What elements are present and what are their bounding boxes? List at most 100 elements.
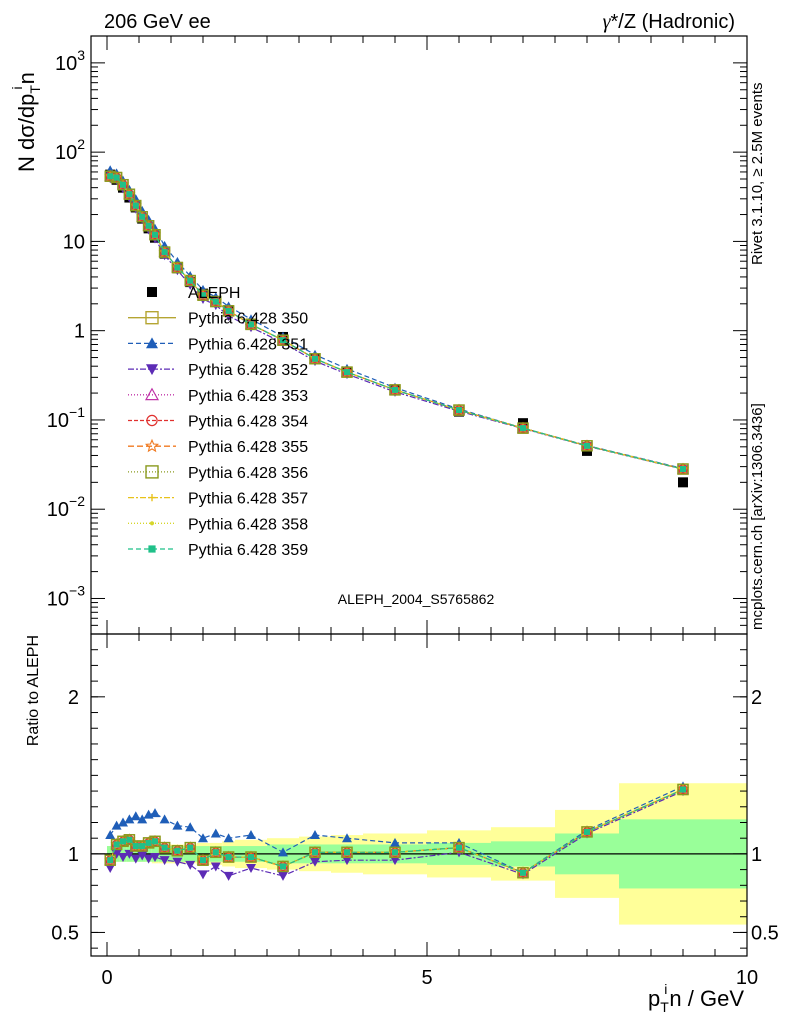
legend-marker (145, 311, 159, 325)
top-y-tick-label: 102 (55, 136, 85, 164)
legend-label: Pythia 6.428 357 (188, 491, 308, 508)
mc-ratio-point (312, 849, 318, 856)
mc-ratio-point (210, 862, 221, 872)
mc-ratio-point (105, 830, 116, 840)
mc-main-point (113, 174, 120, 181)
mc-ratio-point (132, 843, 139, 850)
xlabel-sub: T (660, 999, 669, 1015)
legend-entry: Pythia 6.428 357 (128, 491, 308, 508)
mc-ratio-point (150, 808, 160, 818)
mc-ratio-point (344, 849, 350, 856)
mc-main-point (389, 384, 401, 396)
top-y-tick-label: 103 (55, 47, 85, 75)
mc-main-point (309, 353, 321, 365)
mc-main-point (123, 188, 136, 200)
mc-ratio-point (342, 856, 352, 866)
mc-series-ratio (107, 786, 686, 876)
mc-ratio-point (246, 864, 256, 874)
mc-main-point (392, 386, 398, 393)
bottom-y-tick-label-left: 0.5 (51, 922, 79, 944)
mc-ratio-point (390, 837, 400, 847)
legend-marker (146, 414, 158, 427)
mc-main-point (130, 199, 142, 212)
mc-ratio-point (390, 856, 400, 866)
mc-main-point (174, 264, 181, 271)
mc-ratio-point (126, 836, 133, 843)
top-ylabel-base: N dσ/dp (14, 94, 39, 172)
legend-entry: Pythia 6.428 350 (128, 311, 308, 328)
mc-main-point (520, 425, 526, 432)
mc-ratio-point (124, 814, 135, 824)
mcplots-text: mcplots.cern.ch [arXiv:1306.3436] (749, 403, 766, 630)
mc-main-point (210, 295, 222, 308)
mc-ratio-point (185, 860, 196, 870)
mc-ratio-point (159, 814, 170, 824)
legend-entry: Pythia 6.428 358 (128, 516, 308, 533)
legend-marker (148, 494, 156, 502)
mc-main-point (145, 222, 152, 229)
mc-main-point (139, 213, 146, 220)
header-right-greek: γ (603, 11, 612, 33)
mc-main-point (197, 289, 209, 301)
aleph-data-point (678, 477, 688, 488)
legend-label: Pythia 6.428 351 (188, 336, 308, 353)
mc-main-point (200, 292, 206, 299)
ratio-panel-frame (90, 633, 748, 957)
legend-marker (146, 364, 158, 376)
bottom-y-tick-label-right: 0.5 (751, 922, 779, 944)
main-panel (104, 165, 690, 488)
mc-ratio-point (223, 871, 234, 881)
mc-ratio-point (139, 843, 146, 850)
mc-main-point (677, 463, 689, 475)
mc-ratio-point (161, 844, 168, 851)
mc-ratio-point (310, 830, 320, 840)
x-tick-label: 0 (101, 967, 112, 989)
mc-ratio-point (225, 854, 232, 861)
mc-ratio-point (130, 811, 141, 821)
mc-ratio-point (197, 854, 209, 866)
top-y-axis-label: N dσ/dpTin (9, 72, 43, 172)
header-right: γ*/Z (Hadronic) (603, 11, 735, 33)
mc-ratio-point (158, 841, 171, 854)
legend-label: Pythia 6.428 353 (188, 388, 308, 405)
mc-ratio-point (278, 847, 288, 857)
mc-ratio-point (185, 822, 196, 832)
legend-entry: Pythia 6.428 351 (128, 336, 308, 353)
legend-marker (144, 387, 160, 401)
legend-entry: Pythia 6.428 359 (128, 542, 308, 559)
mc-main-point (245, 318, 257, 331)
mc-ratio-point (104, 854, 116, 866)
mc-ratio-point (310, 857, 320, 867)
mc-ratio-point (278, 871, 288, 881)
mc-ratio-point (246, 830, 256, 840)
mc-ratio-point (200, 857, 206, 864)
mc-ratio-point (584, 828, 590, 835)
mc-main-point (212, 298, 219, 305)
mc-main-point (344, 369, 350, 376)
mc-ratio-point (171, 845, 184, 857)
mc-ratio-point (198, 870, 208, 880)
x-axis-label: pTin / GeV (648, 981, 744, 1015)
axes: 10−3 10−2 10−1 1 10 102 103 0.5 0.5 1 1 2 2 0 5 10 (47, 35, 779, 989)
legend-label: Pythia 6.428 358 (188, 516, 308, 533)
mc-ratio-point (143, 854, 154, 864)
legend-marker (144, 438, 160, 453)
mc-main-point (453, 404, 465, 416)
ratio-panel (104, 781, 690, 881)
legend-label: Pythia 6.428 352 (188, 362, 308, 379)
mc-main-point (517, 422, 529, 434)
header-right-rest: */Z (Hadronic) (611, 11, 735, 33)
mc-ratio-point (172, 820, 183, 830)
legend-entry: Pythia 6.428 352 (128, 362, 308, 379)
legend-label: Pythia 6.428 354 (188, 414, 308, 431)
mc-ratio-point (118, 817, 128, 827)
mc-ratio-point (174, 847, 181, 854)
mc-ratio-point (277, 860, 289, 873)
mc-main-point (225, 307, 232, 314)
legend-marker (149, 521, 155, 526)
mc-ratio-point (111, 820, 122, 830)
mc-ratio-point (184, 841, 196, 854)
legend-entry: Pythia 6.428 354 (128, 414, 308, 431)
legend-marker (148, 545, 156, 553)
top-ylabel-sup: i (9, 86, 25, 89)
